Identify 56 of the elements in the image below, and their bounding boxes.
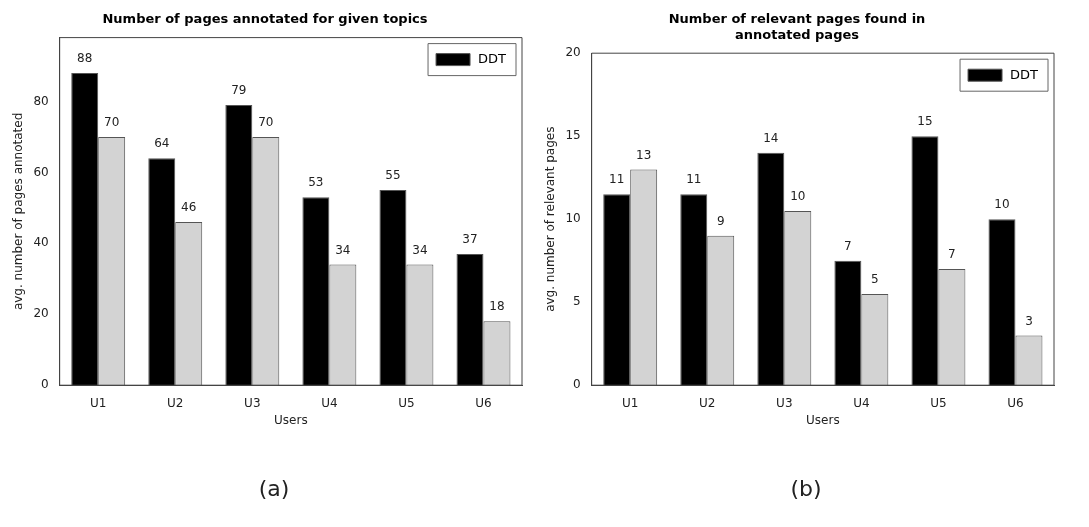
y-tick-label: 5: [573, 294, 581, 309]
x-tick-label: U5: [930, 395, 947, 410]
text: (a): [257, 476, 291, 501]
x-tick-label: U1: [621, 395, 639, 410]
x-tick-label: U4: [321, 395, 338, 410]
data-label: 7: [844, 238, 852, 253]
x-tick-label: U2: [699, 395, 716, 410]
x-axis-title: Users: [274, 412, 308, 427]
data-label: 7: [948, 247, 956, 262]
x-tick-label: U6: [1007, 395, 1024, 410]
y-tick-label: 60: [33, 164, 49, 179]
data-label: 9: [716, 213, 725, 228]
x-tick-label: U3: [776, 395, 793, 410]
legend-label: DDT: [1010, 66, 1039, 82]
y-axis-title: avg. number of pages annotated: [11, 112, 26, 311]
y-tick-label: 40: [33, 235, 49, 250]
data-label: 34: [412, 242, 428, 257]
text: (b): [789, 476, 823, 501]
data-label: 5: [871, 272, 879, 287]
y-axis-title: avg. number of relevant pages: [543, 126, 558, 312]
data-label: 10: [994, 197, 1010, 212]
data-label: 37: [462, 232, 478, 247]
legend-label: DDT: [478, 50, 507, 66]
y-tick-label: 10: [565, 211, 581, 226]
y-tick-label: 0: [41, 377, 49, 392]
data-label: 11: [609, 172, 625, 187]
y-tick-label: 0: [573, 377, 581, 392]
x-tick-label: U5: [398, 395, 415, 410]
data-label: 13: [636, 147, 652, 162]
y-tick-label: 15: [565, 128, 581, 143]
x-tick-label: U2: [167, 395, 184, 410]
y-tick-label: 20: [33, 306, 49, 321]
data-label: 70: [258, 115, 274, 130]
chart-title: Number of relevant pages found in annotated pages: [668, 11, 926, 42]
chart-title: Number of pages annotated for given topics: [102, 11, 428, 27]
data-label: 46: [181, 200, 197, 215]
y-tick-label: 20: [565, 45, 581, 60]
x-tick-label: U4: [853, 395, 870, 410]
data-label: 64: [154, 136, 170, 151]
data-label: 70: [104, 115, 120, 130]
x-axis-title: Users: [806, 412, 840, 427]
data-label: 55: [385, 168, 401, 183]
data-label: 11: [686, 172, 702, 187]
data-label: 3: [1025, 313, 1033, 328]
data-label: 14: [763, 130, 779, 145]
y-tick-label: 80: [33, 93, 49, 108]
data-label: 15: [917, 114, 933, 129]
data-label: 34: [335, 242, 351, 257]
data-label: 79: [231, 83, 247, 98]
data-label: 10: [790, 189, 806, 204]
x-tick-label: U6: [475, 395, 492, 410]
data-label: 18: [489, 299, 505, 314]
x-tick-label: U3: [244, 395, 261, 410]
x-tick-label: U1: [89, 395, 107, 410]
data-label: 88: [77, 51, 93, 66]
data-label: 53: [308, 175, 324, 190]
